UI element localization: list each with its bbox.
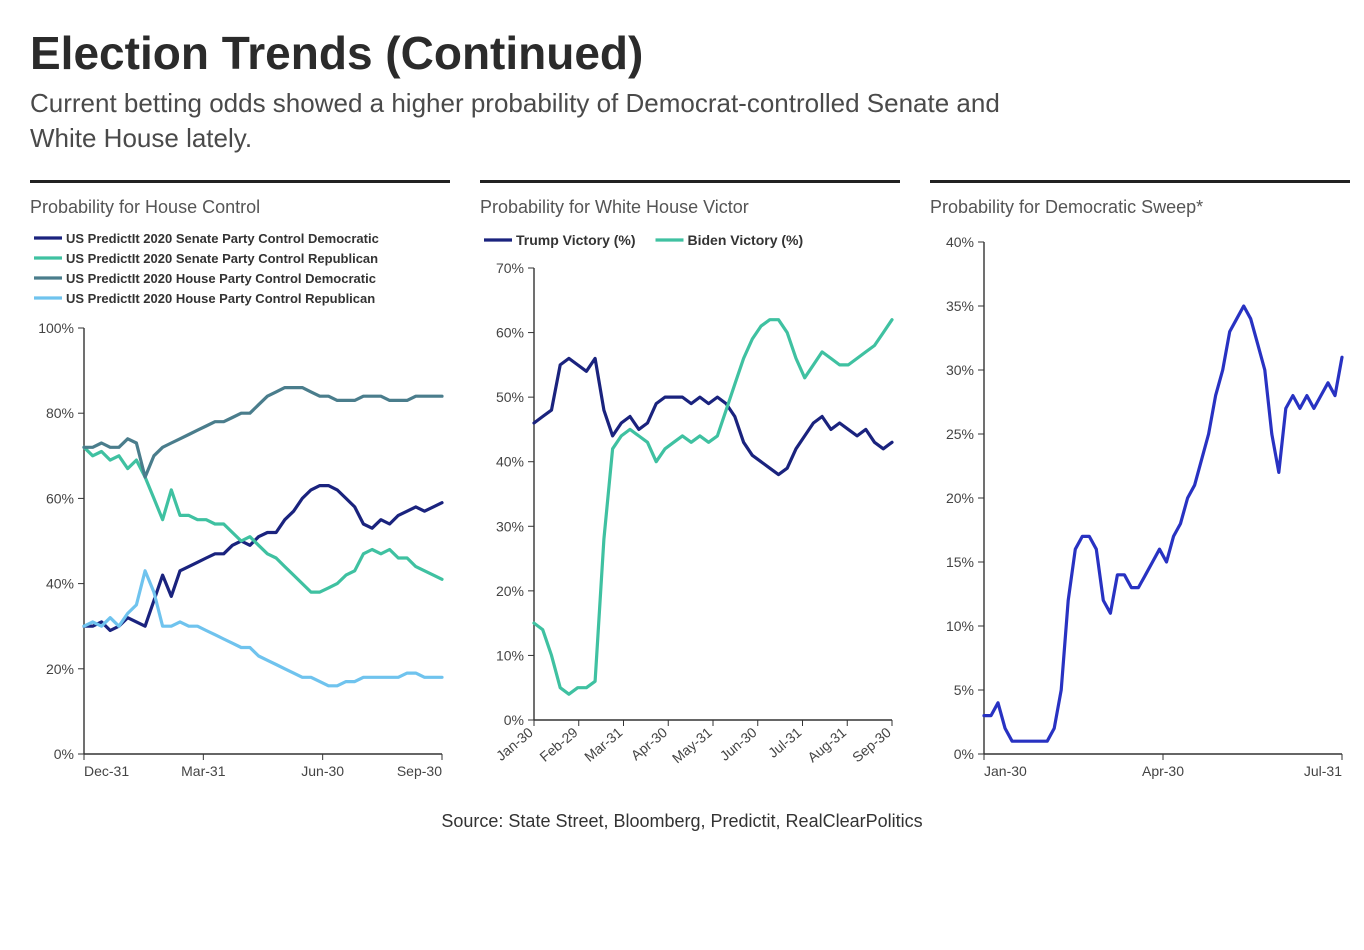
svg-text:Jun-30: Jun-30 [717, 724, 760, 764]
svg-text:80%: 80% [46, 405, 74, 421]
svg-text:40%: 40% [946, 234, 974, 250]
svg-text:20%: 20% [496, 583, 524, 599]
svg-text:Jul-31: Jul-31 [1304, 763, 1342, 779]
svg-text:40%: 40% [46, 576, 74, 592]
svg-text:100%: 100% [38, 320, 74, 336]
svg-text:70%: 70% [496, 260, 524, 276]
svg-text:US PredictIt 2020 Senate Party: US PredictIt 2020 Senate Party Control R… [66, 251, 378, 266]
svg-text:25%: 25% [946, 426, 974, 442]
svg-text:20%: 20% [46, 661, 74, 677]
chart-row: Probability for House Control US Predict… [30, 180, 1334, 793]
panel-white-house: Probability for White House Victor Trump… [480, 180, 900, 793]
source-note: Source: State Street, Bloomberg, Predict… [30, 811, 1334, 832]
svg-text:Apr-30: Apr-30 [628, 724, 671, 763]
svg-text:0%: 0% [954, 746, 974, 762]
panel-divider [480, 180, 900, 183]
chart-title: Probability for White House Victor [480, 197, 900, 218]
svg-text:60%: 60% [496, 325, 524, 341]
panel-divider [30, 180, 450, 183]
page-subtitle: Current betting odds showed a higher pro… [30, 86, 1030, 156]
chart-title: Probability for Democratic Sweep* [930, 197, 1350, 218]
svg-text:50%: 50% [496, 389, 524, 405]
chart-title: Probability for House Control [30, 197, 450, 218]
svg-text:Aug-31: Aug-31 [804, 724, 849, 765]
svg-text:30%: 30% [496, 518, 524, 534]
svg-text:Jan-30: Jan-30 [984, 763, 1027, 779]
chart-house-control: US PredictIt 2020 Senate Party Control D… [30, 228, 450, 788]
svg-text:US PredictIt 2020 House Party: US PredictIt 2020 House Party Control De… [66, 271, 376, 286]
svg-text:35%: 35% [946, 298, 974, 314]
svg-text:Mar-31: Mar-31 [581, 724, 625, 765]
panel-house-control: Probability for House Control US Predict… [30, 180, 450, 793]
svg-text:10%: 10% [946, 618, 974, 634]
svg-text:0%: 0% [54, 746, 74, 762]
chart-white-house: Trump Victory (%) Biden Victory (%) 0% 10% 2… [480, 228, 900, 788]
svg-text:Mar-31: Mar-31 [181, 763, 226, 779]
page-title: Election Trends (Continued) [30, 26, 1334, 80]
svg-text:Sep-30: Sep-30 [397, 763, 442, 779]
svg-text:60%: 60% [46, 491, 74, 507]
svg-text:10%: 10% [496, 648, 524, 664]
svg-text:May-31: May-31 [669, 724, 715, 766]
svg-text:Sep-30: Sep-30 [849, 724, 894, 765]
svg-text:15%: 15% [946, 554, 974, 570]
svg-text:Trump Victory (%): Trump Victory (%) [516, 232, 636, 248]
panel-dem-sweep: Probability for Democratic Sweep* 0% 5% 10… [930, 180, 1350, 793]
svg-text:Apr-30: Apr-30 [1142, 763, 1184, 779]
chart-dem-sweep: 0% 5% 10% 15% 20% 25% 30% 35% 40% Jan-30 Apr-30 Jul… [930, 228, 1350, 788]
svg-text:40%: 40% [496, 454, 524, 470]
svg-text:Dec-31: Dec-31 [84, 763, 129, 779]
svg-text:5%: 5% [954, 682, 974, 698]
svg-text:Jan-30: Jan-30 [493, 724, 536, 764]
svg-text:20%: 20% [946, 490, 974, 506]
svg-text:Biden Victory (%): Biden Victory (%) [688, 232, 804, 248]
svg-text:US PredictIt 2020 House Party: US PredictIt 2020 House Party Control Re… [66, 291, 375, 306]
svg-text:Jul-31: Jul-31 [765, 724, 805, 761]
svg-text:0%: 0% [504, 712, 524, 728]
svg-text:Jun-30: Jun-30 [301, 763, 344, 779]
panel-divider [930, 180, 1350, 183]
svg-text:30%: 30% [946, 362, 974, 378]
svg-text:US PredictIt 2020 Senate Party: US PredictIt 2020 Senate Party Control D… [66, 231, 379, 246]
svg-text:Feb-29: Feb-29 [536, 724, 580, 765]
